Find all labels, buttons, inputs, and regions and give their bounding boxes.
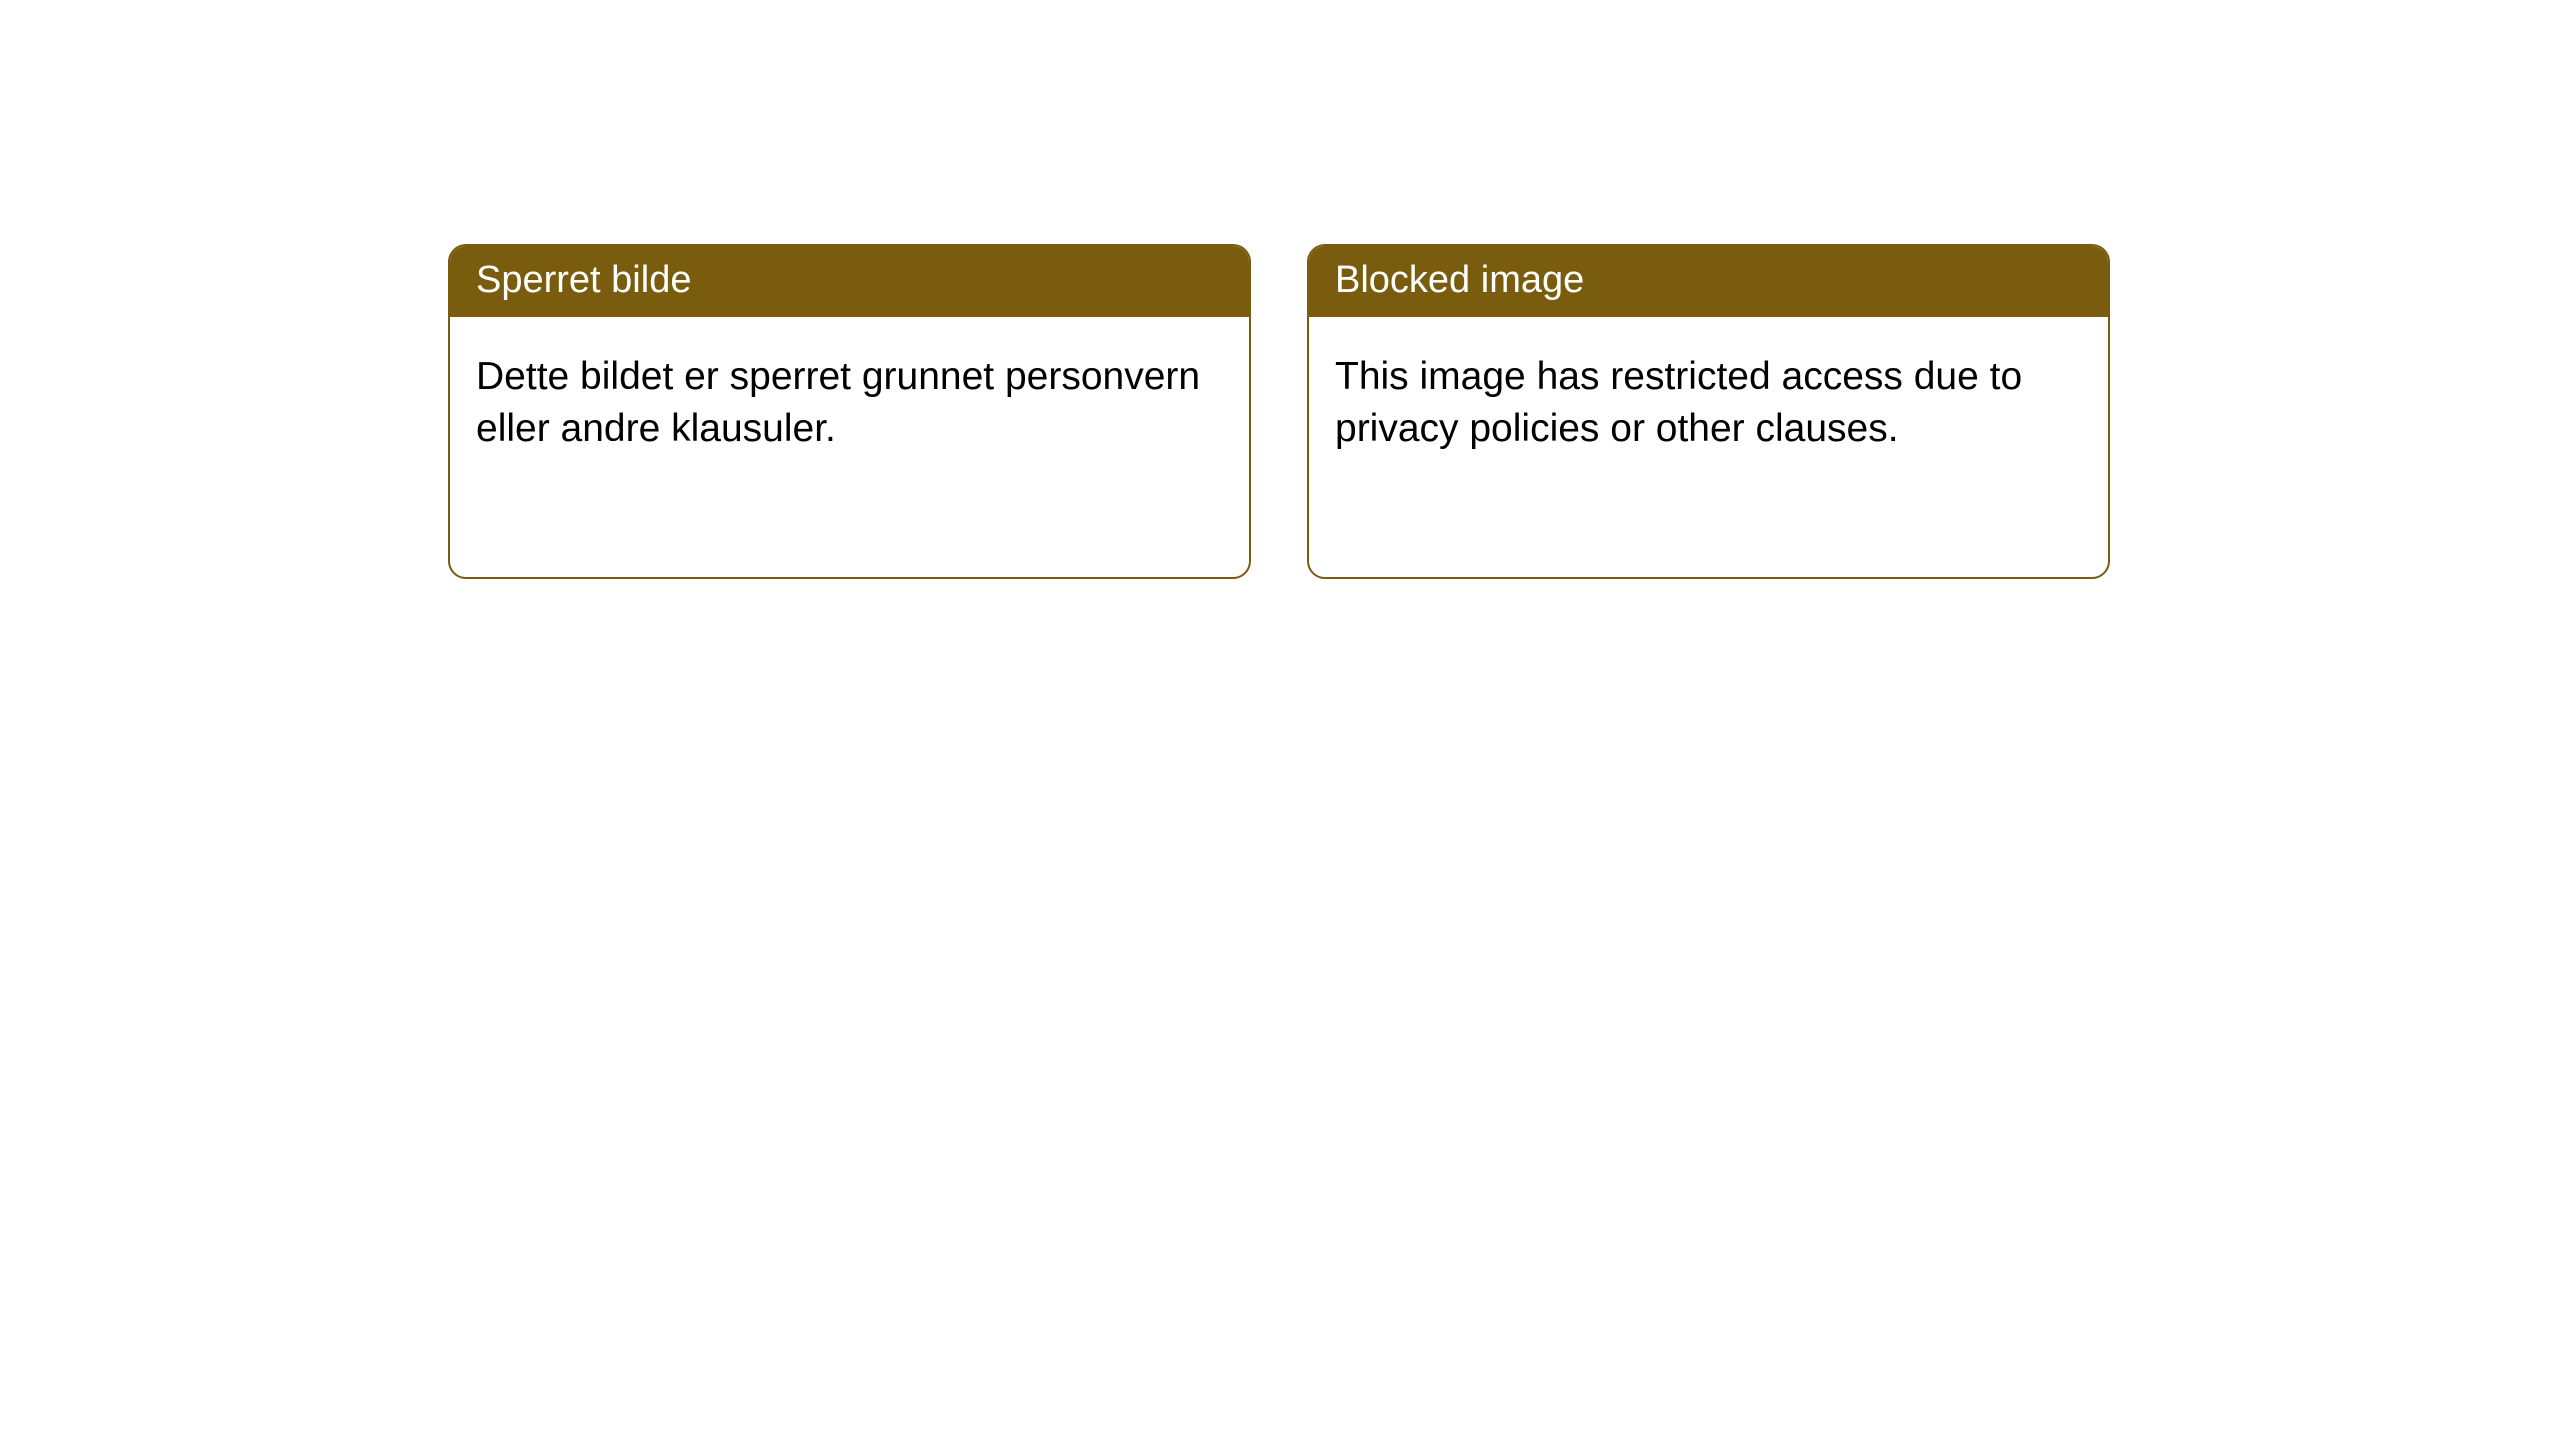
notice-header-no: Sperret bilde — [450, 246, 1249, 317]
notice-box-en: Blocked image This image has restricted … — [1307, 244, 2110, 579]
notice-body-no: Dette bildet er sperret grunnet personve… — [450, 317, 1249, 489]
notice-header-en: Blocked image — [1309, 246, 2108, 317]
notice-body-en: This image has restricted access due to … — [1309, 317, 2108, 489]
notice-box-no: Sperret bilde Dette bildet er sperret gr… — [448, 244, 1251, 579]
notice-container: Sperret bilde Dette bildet er sperret gr… — [0, 0, 2560, 579]
